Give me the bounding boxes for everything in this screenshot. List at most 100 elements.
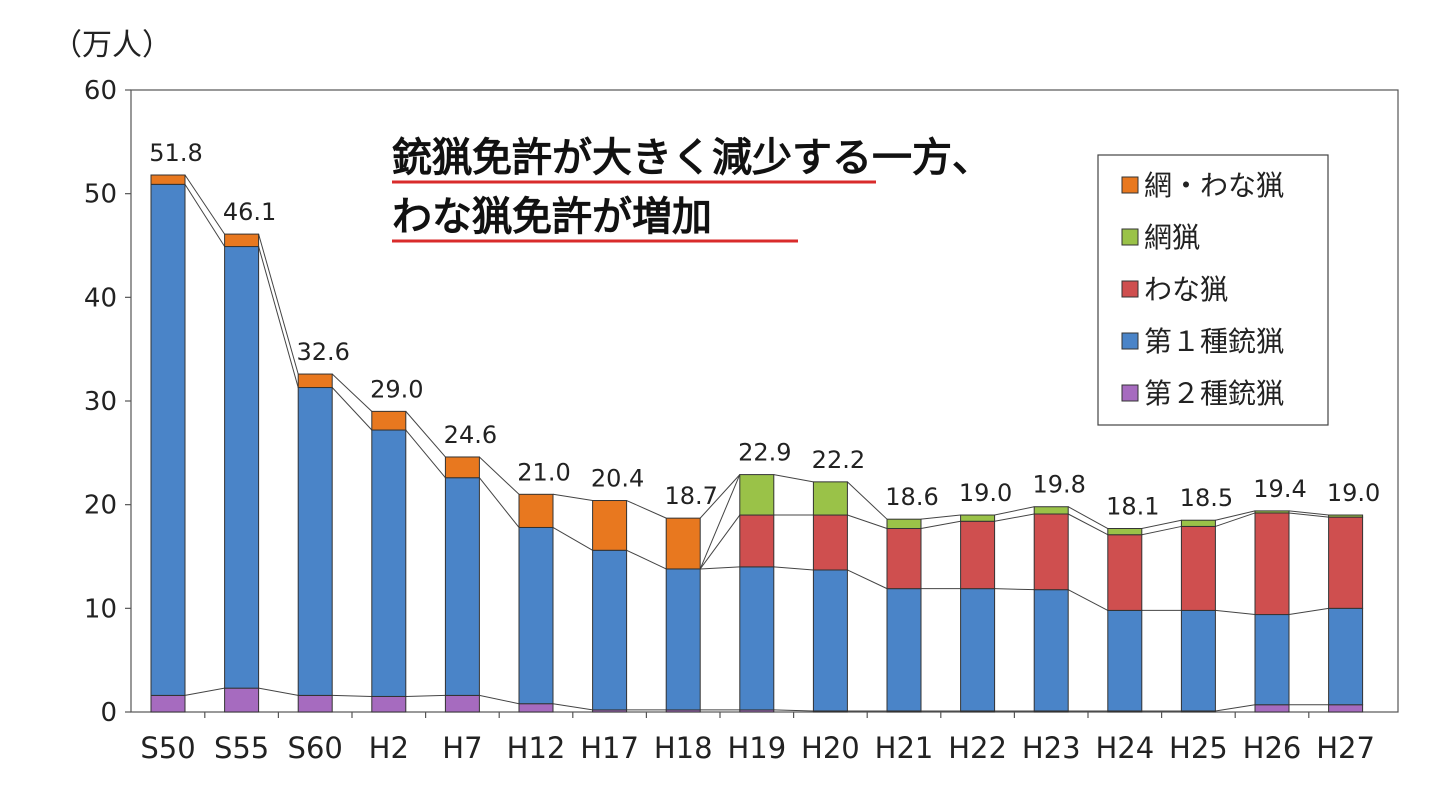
bar-segment [886, 518, 922, 530]
bar-segment [739, 474, 775, 516]
bar-segment [1254, 704, 1290, 713]
bar-segment [371, 429, 407, 697]
total-data-label: 21.0 [517, 458, 570, 486]
series-connector-line [479, 477, 520, 528]
total-data-label: 18.7 [664, 482, 717, 510]
bar-segment [1033, 589, 1069, 712]
total-data-label: 18.5 [1180, 484, 1233, 512]
bar-segment [1254, 614, 1290, 706]
series-connector-line [994, 506, 1035, 516]
bar-segment [1328, 514, 1364, 518]
series-connector-line [847, 514, 888, 529]
series-connector-line [1141, 525, 1182, 536]
x-tick-label: H12 [507, 731, 566, 765]
total-data-label: 20.4 [591, 465, 644, 493]
bar-segment [444, 477, 480, 696]
legend-swatch [1121, 332, 1139, 350]
series-connector-line [699, 474, 741, 519]
series-connector-line [479, 694, 520, 705]
series-connector-line [773, 566, 814, 571]
y-tick-label: 40 [84, 283, 117, 313]
series-connector-line [1215, 512, 1256, 527]
bar-segment [224, 233, 260, 248]
legend-swatch [1121, 384, 1139, 402]
series-connector-line [184, 184, 226, 247]
series-connector-line [699, 514, 741, 570]
bar-segment [1180, 525, 1216, 611]
x-tick-label: S60 [288, 731, 343, 765]
bar-segment [1107, 609, 1143, 712]
series-connector-line [773, 474, 814, 483]
x-tick-label: H2 [369, 731, 409, 765]
bar-segment [960, 520, 996, 590]
bar-segment [739, 566, 775, 711]
bar-segment [739, 514, 775, 568]
series-connector-line [552, 527, 593, 551]
total-data-label: 18.1 [1106, 493, 1159, 521]
x-tick-label: H7 [442, 731, 482, 765]
x-tick-label: H18 [654, 731, 713, 765]
series-connector-line [405, 411, 446, 458]
x-tick-label: S55 [214, 731, 269, 765]
bar-segment [1107, 534, 1143, 611]
bar-segment [518, 493, 554, 528]
bar-segment [886, 528, 922, 590]
series-connector-line [552, 493, 593, 502]
series-connector-line [1067, 589, 1109, 611]
series-connector-line [1067, 506, 1109, 529]
series-connector-line [1288, 510, 1329, 516]
bar-segment [665, 568, 701, 711]
x-tick-label: H26 [1243, 731, 1302, 765]
series-connector-line [184, 687, 225, 696]
bar-segment [960, 588, 996, 712]
total-data-label: 19.0 [959, 479, 1012, 507]
bar-segment [592, 549, 628, 711]
series-connector-line [847, 481, 888, 520]
x-tick-label: H19 [727, 731, 786, 765]
bar-segment [518, 703, 554, 713]
series-connector-line [1215, 510, 1256, 521]
series-connector-line [626, 549, 667, 570]
series-connector-line [700, 566, 740, 570]
y-tick-label: 60 [84, 76, 117, 106]
x-tick-label: H25 [1169, 731, 1228, 765]
legend-label: 網猟 [1144, 221, 1200, 254]
x-tick-label: H23 [1022, 731, 1081, 765]
bar-segment [812, 481, 848, 516]
bar-segment [960, 514, 996, 522]
total-data-label: 51.8 [149, 139, 202, 167]
bar-segment [665, 517, 701, 570]
x-tick-label: S50 [140, 731, 195, 765]
series-connector-line [331, 373, 373, 412]
total-data-label: 22.2 [812, 446, 865, 474]
x-tick-label: H20 [801, 731, 860, 765]
series-connector-line [626, 500, 667, 519]
series-connector-line [405, 694, 446, 697]
series-connector-line [479, 456, 520, 495]
total-data-label: 19.4 [1253, 475, 1306, 503]
y-axis-label: （万人） [52, 28, 172, 63]
bar-segment [297, 387, 333, 696]
bar-segment [1328, 516, 1364, 609]
bar-segment [371, 410, 407, 431]
y-tick-label: 30 [84, 387, 117, 417]
bar-segment [1033, 513, 1069, 591]
bar-segment [371, 695, 407, 713]
total-data-label: 46.1 [223, 198, 276, 226]
series-connector-line [258, 246, 299, 388]
series-connector-line [258, 687, 299, 696]
bar-segment [1033, 506, 1069, 515]
series-connector-line [1288, 512, 1329, 518]
x-tick-label: H17 [580, 731, 639, 765]
x-tick-label: H21 [875, 731, 934, 765]
total-data-label: 19.0 [1327, 479, 1380, 507]
y-tick-label: 50 [84, 180, 117, 210]
total-data-label: 24.6 [444, 421, 497, 449]
legend-swatch [1121, 176, 1139, 194]
bar-segment [297, 373, 333, 389]
total-data-label: 29.0 [370, 375, 423, 403]
legend-label: 網・わな猟 [1144, 169, 1284, 202]
y-tick-label: 10 [84, 594, 117, 624]
x-tick-label: H27 [1316, 731, 1375, 765]
